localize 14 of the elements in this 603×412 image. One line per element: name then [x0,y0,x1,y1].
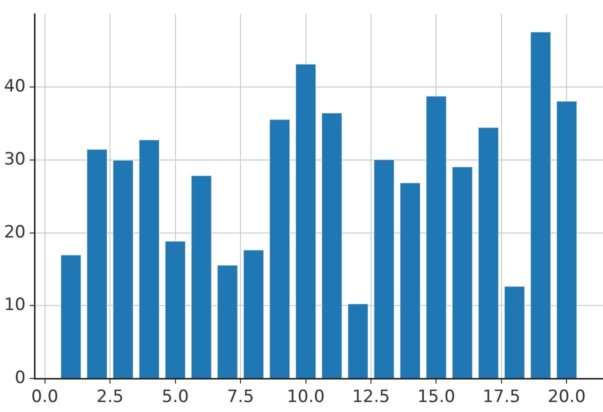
x-tick-label: 10.0 [286,387,325,408]
x-tick-label: 0.0 [31,387,58,408]
x-tick-label: 12.5 [352,387,390,408]
x-tick-label: 2.5 [96,387,124,408]
x-tick-label: 17.5 [482,387,520,408]
y-tick-label: 0 [14,368,26,388]
x-tick-label: 5.0 [162,387,189,408]
y-tick-label: 40 [4,76,26,96]
x-tick-label: 7.5 [227,387,254,408]
y-tick-label: 20 [4,222,26,242]
x-tick-label: 15.0 [417,387,456,408]
x-tick-label: 20.0 [548,387,586,408]
y-tick-label: 10 [4,295,26,316]
y-tick-label: 30 [4,149,26,170]
